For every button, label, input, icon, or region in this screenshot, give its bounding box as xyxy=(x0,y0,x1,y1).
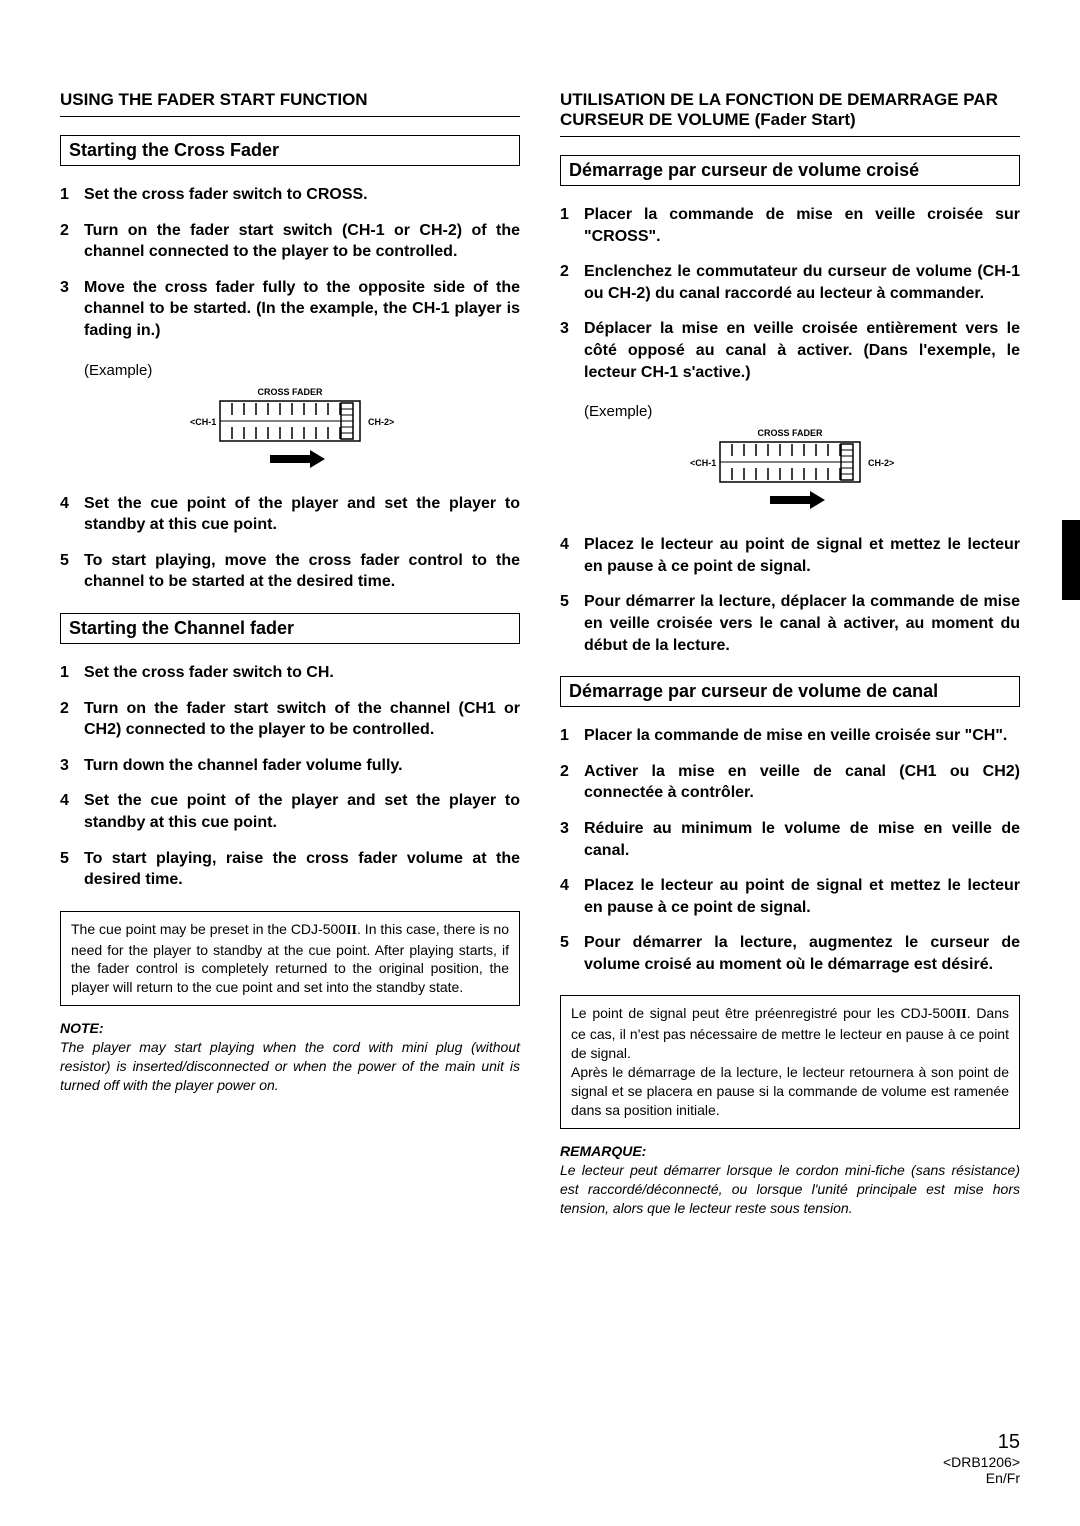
info-box-left: The cue point may be preset in the CDJ-5… xyxy=(60,911,520,1007)
diagram-title: CROSS FADER xyxy=(757,428,823,438)
heading-channel-fader-fr: Démarrage par curseur de volume de canal xyxy=(560,676,1020,707)
step-item: Placer la commande de mise en veille cro… xyxy=(560,204,1020,247)
step-item: Turn on the fader start switch of the ch… xyxy=(60,698,520,741)
example-label-left: (Example) xyxy=(84,362,520,379)
page-footer: 15 <DRB1206> En/Fr xyxy=(943,1431,1020,1486)
diagram-title: CROSS FADER xyxy=(257,387,323,397)
heading-cross-fader: Starting the Cross Fader xyxy=(60,135,520,166)
note-text-left: The player may start playing when the co… xyxy=(60,1038,520,1095)
page-number: 15 xyxy=(943,1431,1020,1454)
side-tab xyxy=(1062,520,1080,600)
step-item: Placez le lecteur au point de signal et … xyxy=(560,875,1020,918)
step-item: Set the cross fader switch to CH. xyxy=(60,662,520,684)
step-item: Placez le lecteur au point de signal et … xyxy=(560,534,1020,577)
step-item: To start playing, raise the cross fader … xyxy=(60,848,520,891)
step-item: Set the cue point of the player and set … xyxy=(60,790,520,833)
page-columns: USING THE FADER START FUNCTION Starting … xyxy=(60,90,1020,1217)
heading-cross-fader-fr: Démarrage par curseur de volume croisé xyxy=(560,155,1020,186)
step-item: Turn down the channel fader volume fully… xyxy=(60,755,520,777)
note-label-right: REMARQUE: xyxy=(560,1143,1020,1159)
lang-code: En/Fr xyxy=(943,1470,1020,1486)
step-item: Turn on the fader start switch (CH-1 or … xyxy=(60,220,520,263)
step-item: Enclenchez le commutateur du curseur de … xyxy=(560,261,1020,304)
divider xyxy=(60,116,520,117)
section-title-right: UTILISATION DE LA FONCTION DE DEMARRAGE … xyxy=(560,90,1020,130)
step-item: Déplacer la mise en veille croisée entiè… xyxy=(560,318,1020,383)
crossfader-diagram-right: CROSS FADER <CH-1 CH-2> xyxy=(660,424,920,514)
note-text-right: Le lecteur peut démarrer lorsque le cord… xyxy=(560,1161,1020,1218)
steps-left-1b: Set the cue point of the player and set … xyxy=(60,493,520,593)
diagram-ch2-label: CH-2> xyxy=(368,417,394,427)
steps-right-2: Placer la commande de mise en veille cro… xyxy=(560,725,1020,975)
step-item: Réduire au minimum le volume de mise en … xyxy=(560,818,1020,861)
example-label-right: (Exemple) xyxy=(584,403,1020,420)
note-label-left: NOTE: xyxy=(60,1020,520,1036)
left-column: USING THE FADER START FUNCTION Starting … xyxy=(60,90,520,1217)
crossfader-diagram-left: CROSS FADER <CH-1 CH-2> xyxy=(160,383,420,473)
diagram-ch1-label: <CH-1 xyxy=(190,417,216,427)
diagram-ch2-label: CH-2> xyxy=(868,458,894,468)
step-item: Pour démarrer la lecture, augmentez le c… xyxy=(560,932,1020,975)
steps-left-1: Set the cross fader switch to CROSS. Tur… xyxy=(60,184,520,342)
steps-left-2: Set the cross fader switch to CH. Turn o… xyxy=(60,662,520,891)
step-item: Placer la commande de mise en veille cro… xyxy=(560,725,1020,747)
right-column: UTILISATION DE LA FONCTION DE DEMARRAGE … xyxy=(560,90,1020,1217)
diagram-ch1-label: <CH-1 xyxy=(690,458,716,468)
section-title-left: USING THE FADER START FUNCTION xyxy=(60,90,520,110)
step-item: Set the cross fader switch to CROSS. xyxy=(60,184,520,206)
steps-right-1: Placer la commande de mise en veille cro… xyxy=(560,204,1020,383)
info-box-right: Le point de signal peut être préenregist… xyxy=(560,995,1020,1128)
divider xyxy=(560,136,1020,137)
heading-channel-fader: Starting the Channel fader xyxy=(60,613,520,644)
step-item: Set the cue point of the player and set … xyxy=(60,493,520,536)
doc-code: <DRB1206> xyxy=(943,1454,1020,1470)
steps-right-1b: Placez le lecteur au point de signal et … xyxy=(560,534,1020,656)
step-item: Move the cross fader fully to the opposi… xyxy=(60,277,520,342)
step-item: Activer la mise en veille de canal (CH1 … xyxy=(560,761,1020,804)
step-item: To start playing, move the cross fader c… xyxy=(60,550,520,593)
step-item: Pour démarrer la lecture, déplacer la co… xyxy=(560,591,1020,656)
